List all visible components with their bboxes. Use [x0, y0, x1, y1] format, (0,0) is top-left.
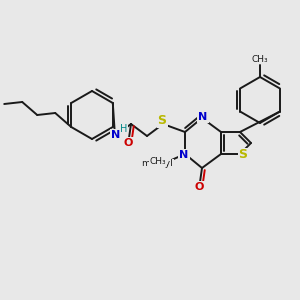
Text: N: N [111, 130, 121, 140]
Text: N: N [179, 150, 189, 160]
Text: methyl: methyl [141, 160, 173, 169]
Text: S: S [238, 148, 247, 161]
Text: N: N [198, 112, 208, 122]
Text: O: O [123, 138, 133, 148]
Text: O: O [194, 182, 204, 192]
Text: CH₃: CH₃ [150, 157, 166, 166]
Text: CH₃: CH₃ [252, 55, 268, 64]
Text: S: S [158, 113, 166, 127]
Text: H: H [120, 124, 128, 134]
